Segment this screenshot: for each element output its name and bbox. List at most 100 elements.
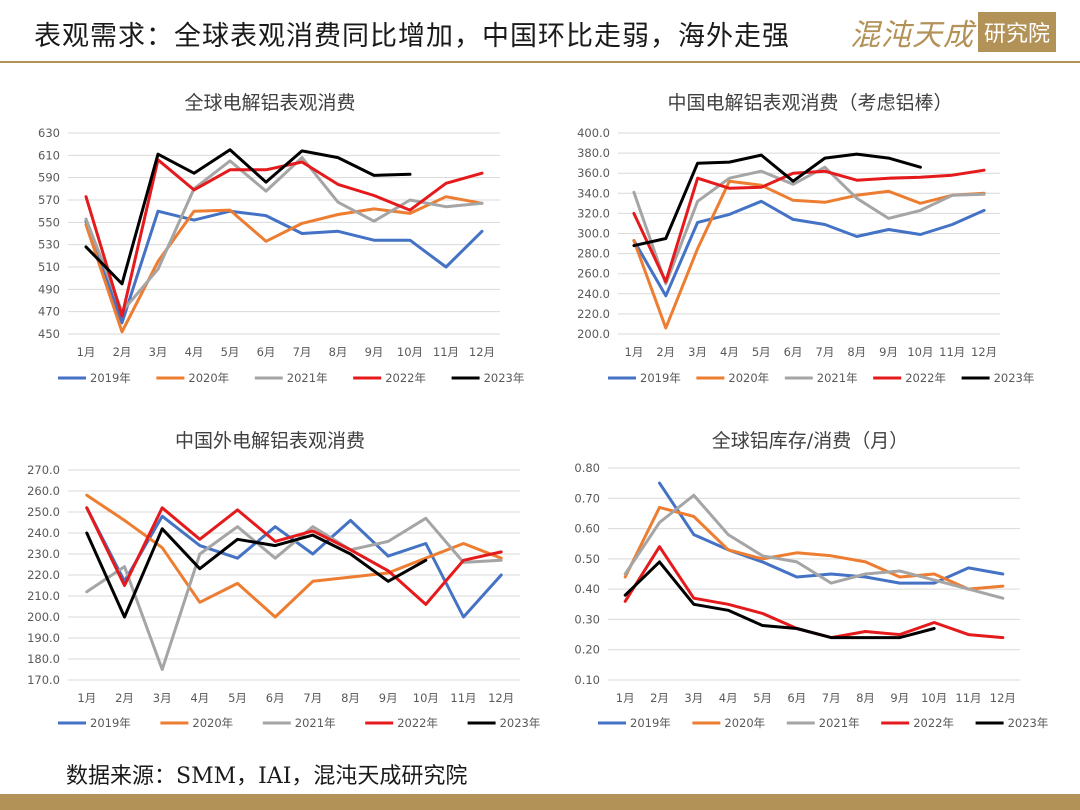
source-note: 数据来源：SMM，IAI，混沌天成研究院 bbox=[66, 764, 468, 789]
y-tick-label: 550 bbox=[38, 215, 60, 229]
y-tick-label: 570 bbox=[38, 193, 60, 207]
legend-label: 2021年 bbox=[817, 371, 858, 385]
y-tick-label: 190.0 bbox=[27, 631, 60, 645]
y-tick-label: 220.0 bbox=[577, 307, 610, 321]
legend-label: 2022年 bbox=[913, 716, 954, 730]
x-tick-label: 12月 bbox=[469, 345, 495, 359]
legend-label: 2022年 bbox=[385, 371, 426, 385]
chart-stock-to-consumption: 全球铝库存/消费（月） 0.80 0.70 0.60 0.50 0.40 0.30 0.20… bbox=[540, 402, 1080, 742]
y-tick-label: 250.0 bbox=[27, 505, 60, 519]
x-tick-label: 11月 bbox=[955, 691, 981, 705]
y-tick-label: 0.80 bbox=[574, 461, 600, 475]
x-tick-label: 2月 bbox=[113, 345, 132, 359]
x-tick-label: 3月 bbox=[684, 691, 703, 705]
series-line-2023年 bbox=[623, 560, 936, 640]
chart-china-consumption: 中国电解铝表观消费（考虑铝棒） 400.0 380.0 360.0 340.0 320.… bbox=[540, 64, 1080, 404]
x-tick-label: 1月 bbox=[625, 345, 644, 359]
legend-label: 2020年 bbox=[724, 716, 765, 730]
chart-svg: 270.0 260.0 250.0 240.0 230.0 220.0 210.0 200.0… bbox=[27, 463, 540, 730]
y-tick-label: 470 bbox=[38, 305, 60, 319]
y-tick-label: 300.0 bbox=[577, 227, 610, 241]
series-line-2021年 bbox=[84, 156, 484, 314]
y-tick-label: 0.70 bbox=[574, 491, 600, 505]
y-tick-label: 0.60 bbox=[574, 522, 600, 536]
series-line-2022年 bbox=[85, 506, 503, 606]
y-tick-label: 170.0 bbox=[27, 673, 60, 687]
series-line-2020年 bbox=[84, 195, 484, 334]
y-tick-label: 200.0 bbox=[27, 610, 60, 624]
y-tick-label: 490 bbox=[38, 282, 60, 296]
y-tick-label: 340.0 bbox=[577, 186, 610, 200]
y-tick-label: 380.0 bbox=[577, 146, 610, 160]
legend-label: 2019年 bbox=[90, 371, 131, 385]
y-tick-label: 0.30 bbox=[574, 612, 600, 626]
series-line-2021年 bbox=[623, 493, 1005, 600]
y-tick-label: 0.50 bbox=[574, 552, 600, 566]
brand-seal: 研究院 bbox=[977, 12, 1056, 52]
x-tick-label: 11月 bbox=[433, 345, 459, 359]
legend-label: 2021年 bbox=[295, 716, 336, 730]
chart-overseas-consumption: 中国外电解铝表观消费 270.0 260.0 250.0 240.0 230.0 220.… bbox=[0, 402, 540, 742]
legend-label: 2023年 bbox=[1008, 716, 1049, 730]
series-line-2021年 bbox=[632, 165, 986, 286]
y-tick-label: 360.0 bbox=[577, 166, 610, 180]
legend-label: 2023年 bbox=[500, 716, 540, 730]
x-tick-label: 4月 bbox=[190, 691, 209, 705]
y-tick-label: 270.0 bbox=[27, 463, 60, 477]
x-tick-label: 8月 bbox=[329, 345, 348, 359]
chart-svg: 400.0 380.0 360.0 340.0 320.0 300.0 280.0 260.0… bbox=[577, 126, 1035, 385]
legend-label: 2023年 bbox=[994, 371, 1035, 385]
x-tick-label: 7月 bbox=[303, 691, 322, 705]
x-tick-label: 3月 bbox=[153, 691, 172, 705]
header-divider bbox=[0, 61, 1080, 63]
x-tick-label: 10月 bbox=[907, 345, 933, 359]
y-tick-label: 610 bbox=[38, 148, 60, 162]
x-tick-label: 8月 bbox=[341, 691, 360, 705]
y-tick-label: 450 bbox=[38, 327, 60, 341]
x-tick-label: 12月 bbox=[990, 691, 1016, 705]
y-tick-label: 240.0 bbox=[27, 526, 60, 540]
x-tick-label: 5月 bbox=[753, 691, 772, 705]
x-tick-label: 5月 bbox=[752, 345, 771, 359]
series-line-2022年 bbox=[84, 158, 484, 318]
chart-title: 中国外电解铝表观消费 bbox=[174, 430, 365, 452]
x-tick-label: 2月 bbox=[650, 691, 669, 705]
series-line-2019年 bbox=[84, 209, 484, 325]
chart-svg: 0.80 0.70 0.60 0.50 0.40 0.30 0.20 0.10 1月 2月 3月 4月… bbox=[574, 461, 1049, 730]
legend-label: 2021年 bbox=[287, 371, 328, 385]
x-tick-label: 2月 bbox=[656, 345, 675, 359]
x-tick-label: 8月 bbox=[847, 345, 866, 359]
x-tick-label: 11月 bbox=[939, 345, 965, 359]
y-tick-label: 280.0 bbox=[577, 247, 610, 261]
x-tick-label: 5月 bbox=[221, 345, 240, 359]
y-tick-label: 320.0 bbox=[577, 206, 610, 220]
x-tick-label: 2月 bbox=[115, 691, 134, 705]
legend-label: 2020年 bbox=[188, 371, 229, 385]
x-tick-label: 9月 bbox=[365, 345, 384, 359]
y-tick-label: 230.0 bbox=[27, 547, 60, 561]
legend-label: 2019年 bbox=[630, 716, 671, 730]
y-tick-label: 220.0 bbox=[27, 568, 60, 582]
series-line-2023年 bbox=[85, 527, 428, 619]
chart-svg: 630 610 590 570 550 530 510 490 470 450 1月 2月 3月 4月 5月… bbox=[38, 126, 525, 385]
series-line-2019年 bbox=[632, 199, 986, 298]
x-tick-label: 7月 bbox=[822, 691, 841, 705]
x-tick-label: 5月 bbox=[228, 691, 247, 705]
x-tick-label: 4月 bbox=[719, 691, 738, 705]
series-line-2023年 bbox=[84, 148, 412, 286]
x-tick-label: 10月 bbox=[397, 345, 423, 359]
x-tick-label: 7月 bbox=[293, 345, 312, 359]
chart-global-consumption: 全球电解铝表观消费 630 610 590 570 550 530 510 490 470 450… bbox=[0, 64, 540, 404]
brand-name: 混沌天成 bbox=[849, 18, 974, 53]
page-title: 表观需求：全球表观消费同比增加，中国环比走弱，海外走强 bbox=[34, 21, 790, 52]
x-tick-label: 12月 bbox=[488, 691, 514, 705]
series-line-2020年 bbox=[623, 505, 1005, 591]
x-tick-label: 1月 bbox=[77, 345, 96, 359]
legend-label: 2023年 bbox=[484, 371, 525, 385]
x-tick-label: 9月 bbox=[879, 345, 898, 359]
chart-title: 全球铝库存/消费（月） bbox=[711, 430, 909, 452]
legend-label: 2021年 bbox=[819, 716, 860, 730]
y-tick-label: 260.0 bbox=[577, 267, 610, 281]
y-tick-label: 510 bbox=[38, 260, 60, 274]
legend-label: 2022年 bbox=[397, 716, 438, 730]
